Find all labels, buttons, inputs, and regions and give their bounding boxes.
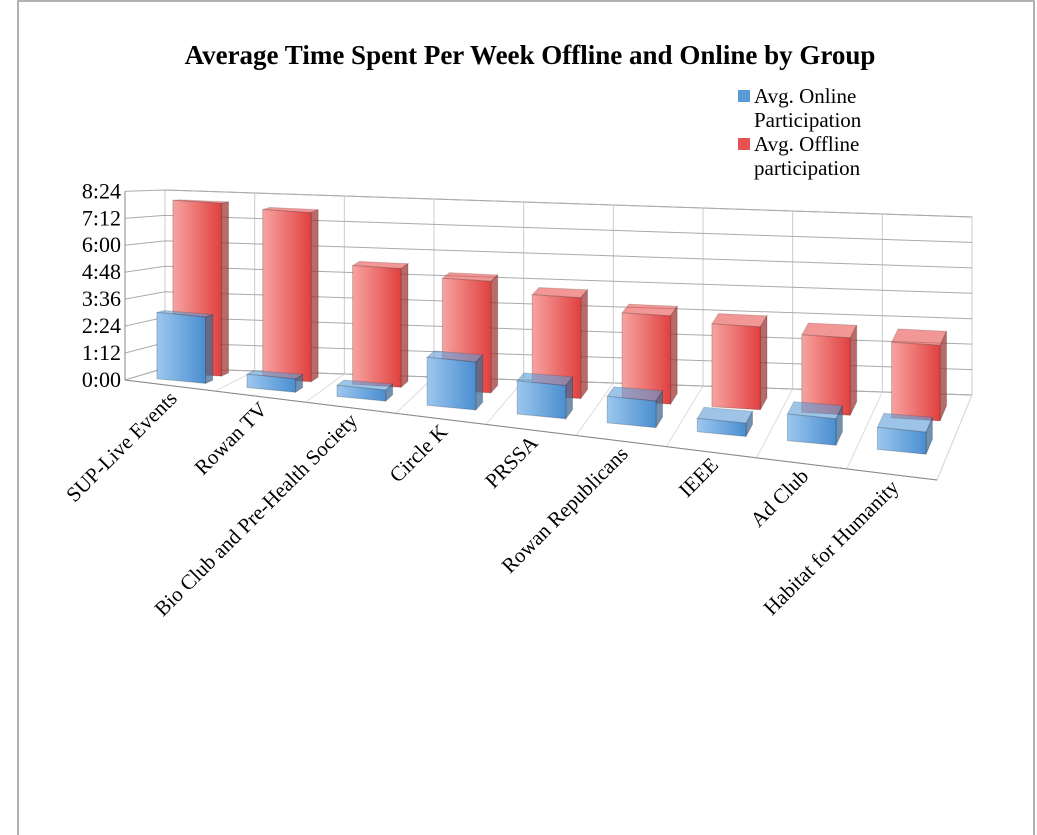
y-tick-label: 1:12 bbox=[82, 340, 121, 365]
y-tick-label: 0:00 bbox=[82, 367, 121, 392]
x-tick-label: Ad Club bbox=[745, 464, 813, 532]
plot: 0:001:122:243:364:486:007:128:24 SUP-Live… bbox=[61, 178, 973, 621]
x-tick-label: PRSSA bbox=[480, 430, 543, 493]
bar-group bbox=[516, 372, 574, 421]
bar-group bbox=[800, 322, 858, 416]
bar-side bbox=[400, 262, 409, 389]
legend-key bbox=[738, 138, 750, 150]
bar bbox=[876, 426, 927, 455]
bar-side bbox=[490, 273, 499, 395]
legend-item: Avg. Online Participation bbox=[738, 84, 938, 132]
bar-side bbox=[849, 324, 858, 416]
bar-group bbox=[606, 386, 664, 430]
bar-top bbox=[262, 206, 319, 214]
grid-line bbox=[124, 291, 973, 320]
bar-side bbox=[759, 313, 768, 410]
legend-item: Avg. Offline participation bbox=[738, 132, 938, 180]
bar bbox=[426, 356, 477, 411]
floor-divider bbox=[936, 394, 973, 481]
bar bbox=[606, 395, 657, 429]
bar bbox=[352, 264, 402, 388]
frame bbox=[17, 0, 1035, 835]
bar bbox=[786, 413, 837, 446]
bar-group bbox=[245, 369, 305, 394]
x-tick-label: SUP-Live Events bbox=[61, 386, 181, 506]
floor-divider bbox=[305, 373, 345, 403]
bar-side bbox=[310, 208, 319, 383]
bar-group bbox=[262, 206, 319, 383]
legend-key bbox=[738, 90, 750, 102]
floor-divider bbox=[756, 388, 794, 459]
bar-group bbox=[876, 412, 934, 455]
grid-line bbox=[124, 214, 973, 243]
bar-group bbox=[531, 286, 589, 401]
x-axis bbox=[124, 379, 938, 481]
floor-divider bbox=[665, 385, 704, 447]
bar-side bbox=[580, 288, 588, 401]
bar bbox=[516, 380, 567, 420]
bar-group bbox=[696, 406, 754, 438]
bar bbox=[696, 417, 747, 438]
y-tick-label: 6:00 bbox=[82, 232, 121, 257]
bar-top bbox=[245, 369, 305, 380]
bar-side bbox=[670, 304, 678, 406]
legend: Avg. Online Participation Avg. Offline pa… bbox=[738, 84, 938, 180]
x-tick-label: Circle K bbox=[385, 419, 453, 487]
x-tick-label: IEEE bbox=[674, 453, 723, 502]
bar-side bbox=[205, 313, 214, 385]
bar-group bbox=[890, 328, 948, 422]
bar-group bbox=[711, 312, 768, 411]
y-tick-label: 8:24 bbox=[82, 178, 121, 203]
bar bbox=[711, 323, 761, 411]
y-tick-label: 4:48 bbox=[82, 259, 121, 284]
bar-group bbox=[156, 309, 214, 385]
bar-top bbox=[786, 401, 844, 420]
grid-line bbox=[124, 265, 973, 294]
bar-top bbox=[516, 372, 574, 387]
bar-side bbox=[939, 330, 947, 422]
y-tick-label: 3:36 bbox=[82, 286, 121, 311]
legend-label: Avg. Online Participation bbox=[754, 84, 862, 132]
bar-group bbox=[350, 260, 410, 389]
bar bbox=[262, 208, 312, 383]
bar-top bbox=[441, 272, 499, 282]
floor-divider bbox=[575, 382, 614, 436]
legend-label: Avg. Offline participation bbox=[754, 132, 861, 180]
chart-title: Average Time Spent Per Week Offline and … bbox=[184, 40, 876, 70]
y-tick-label: 7:12 bbox=[82, 205, 121, 230]
bar bbox=[246, 373, 297, 393]
x-tick-label: Bio Club and Pre-Health Society bbox=[150, 408, 363, 621]
bar bbox=[156, 311, 207, 384]
x-tick-label: Rowan TV bbox=[190, 397, 272, 479]
bar-group bbox=[335, 379, 394, 403]
bar-top bbox=[156, 309, 213, 318]
grid-line bbox=[124, 240, 973, 269]
bar bbox=[891, 341, 941, 422]
y-tick-label: 2:24 bbox=[82, 313, 121, 338]
grid-line bbox=[124, 189, 973, 218]
bar-group bbox=[786, 401, 844, 446]
bar-group bbox=[425, 350, 484, 412]
bar bbox=[336, 384, 387, 402]
bar-side bbox=[475, 353, 484, 412]
bar-side bbox=[220, 201, 229, 377]
floor-divider bbox=[846, 391, 883, 470]
